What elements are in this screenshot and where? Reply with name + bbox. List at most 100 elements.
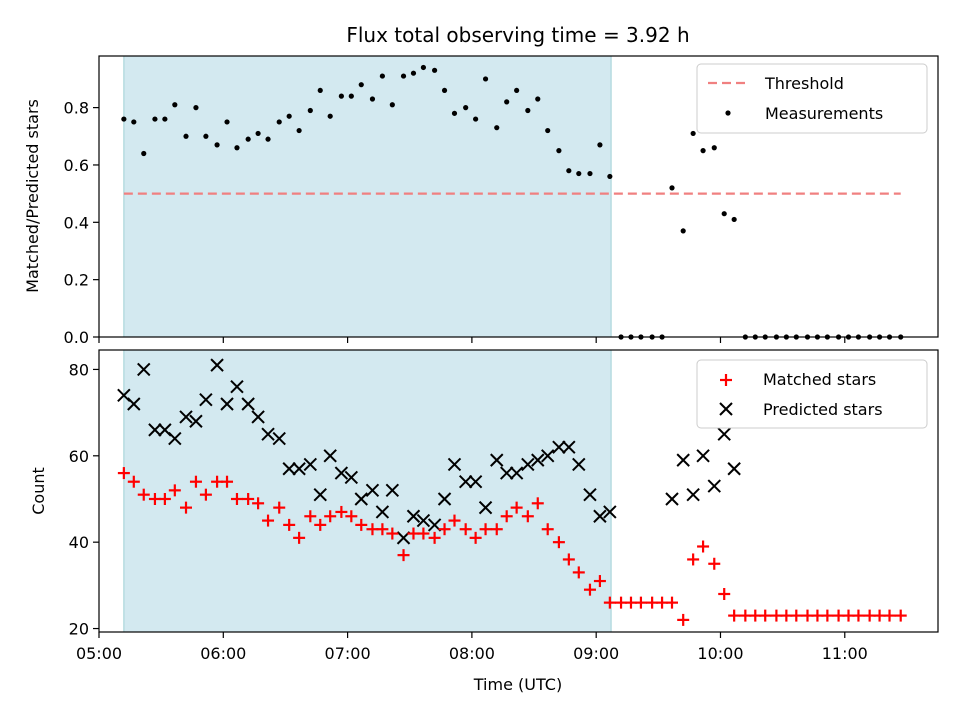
measurement-point: [721, 211, 727, 217]
bottom-xlabel: Time (UTC): [473, 675, 562, 694]
predicted-point: [499, 466, 514, 480]
predicted-point: [199, 392, 213, 407]
matched-point: [230, 492, 243, 505]
predicted-point: [282, 462, 296, 476]
bottom-xticks: 05:00 06:00 07:00 08:00 09:00 10:00 11:00: [76, 632, 868, 663]
top-panel: 0.00.20.40.60.8 Matched/Predicted stars …: [23, 55, 939, 347]
predicted-point: [583, 487, 597, 502]
measurement-point: [441, 87, 448, 94]
matched-point: [355, 518, 368, 531]
predicted-point: [375, 505, 390, 519]
matched-point: [687, 553, 700, 566]
bottom-shaded-interval: [123, 349, 612, 633]
predicted-point: [686, 487, 700, 502]
legend-predicted-label: Predicted stars: [763, 400, 883, 419]
matched-point: [345, 510, 358, 523]
measurement-point: [307, 107, 313, 114]
legend-threshold-label: Threshold: [764, 74, 844, 93]
predicted-point: [531, 453, 545, 467]
bottom-points: [117, 358, 907, 626]
matched-point: [469, 531, 482, 544]
predicted-point: [189, 414, 203, 428]
matched-point: [562, 553, 575, 566]
matched-point: [708, 557, 721, 570]
matched-point: [541, 523, 554, 536]
matched-point: [199, 488, 212, 501]
matched-point: [242, 492, 255, 505]
measurement-point: [700, 148, 706, 154]
predicted-point: [696, 449, 710, 463]
measurement-point: [121, 116, 127, 122]
measurement-point: [680, 228, 686, 234]
bottom-ytick-label: 60: [69, 447, 89, 466]
predicted-point: [323, 449, 337, 463]
measurement-point: [369, 96, 376, 102]
predicted-point: [303, 457, 318, 472]
measurement-point: [338, 93, 344, 99]
matched-point: [335, 505, 348, 518]
predicted-point: [148, 423, 162, 437]
measurement-point: [525, 107, 531, 114]
measurement-point: [451, 110, 458, 116]
bottom-xtick-label: 06:00: [200, 644, 246, 663]
bottom-xtick-label: 08:00: [449, 644, 495, 663]
bottom-ytick-label: 80: [69, 360, 89, 379]
matched-point: [728, 609, 741, 622]
predicted-point: [220, 397, 234, 411]
measurement-point: [389, 102, 395, 108]
predicted-point: [562, 440, 576, 454]
matched-point: [180, 501, 193, 514]
matched-point: [221, 475, 234, 488]
matched-point: [883, 609, 896, 622]
bottom-xtick-label: 09:00: [573, 644, 619, 663]
top-yticks: 0.0 0.2 0.4 0.6 0.8: [64, 99, 99, 347]
matched-point: [273, 501, 286, 514]
matched-point: [500, 510, 513, 523]
measurement-point: [566, 168, 572, 174]
predicted-point: [127, 397, 141, 411]
predicted-point: [313, 487, 327, 502]
matched-point: [262, 514, 275, 527]
predicted-point: [603, 505, 617, 519]
top-ytick-label: 0.2: [64, 271, 89, 290]
bottom-ytick-label: 20: [69, 620, 89, 639]
matched-point: [603, 596, 616, 609]
legend-measurements-label: Measurements: [765, 104, 883, 123]
predicted-point: [552, 440, 566, 454]
top-points: [121, 64, 904, 340]
predicted-point: [272, 431, 286, 446]
predicted-point: [354, 492, 368, 506]
matched-point: [479, 523, 492, 536]
predicted-point: [717, 427, 731, 441]
measurement-point: [731, 216, 737, 223]
measurement-point: [193, 105, 199, 111]
matched-point: [304, 510, 317, 523]
predicted-point: [241, 397, 255, 411]
bottom-ylabel: Count: [29, 467, 48, 515]
bottom-xtick-label: 07:00: [325, 644, 371, 663]
top-axes-frame: [98, 55, 939, 338]
predicted-point: [707, 479, 721, 493]
predicted-point: [490, 453, 504, 467]
matched-point: [252, 497, 265, 510]
matched-point: [572, 566, 585, 579]
matched-point: [386, 527, 399, 540]
predicted-point: [137, 362, 151, 377]
bottom-axes-frame: [98, 349, 939, 633]
matched-point: [552, 536, 565, 549]
measurement-point: [597, 142, 603, 148]
legend-matched-label: Matched stars: [763, 370, 876, 389]
measurement-point: [317, 87, 323, 94]
measurement-point: [234, 145, 240, 151]
measurement-point: [327, 113, 333, 119]
measurement-point: [296, 127, 302, 134]
measurement-point: [183, 133, 189, 139]
bottom-yticks: 20 40 60 80: [69, 360, 99, 639]
matched-point: [593, 575, 606, 588]
measurement-point: [473, 116, 479, 122]
matched-point: [634, 596, 647, 609]
predicted-point: [676, 453, 690, 467]
measurement-point: [162, 116, 168, 122]
matched-point: [428, 531, 441, 544]
top-ytick-label: 0.8: [64, 99, 89, 118]
